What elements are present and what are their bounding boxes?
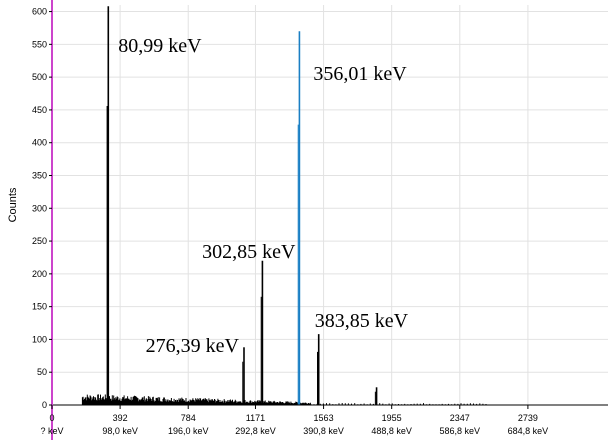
y-tick-label: 300 xyxy=(32,203,47,213)
peak-label: 80,99 keV xyxy=(118,35,202,57)
x-tick-channel-label: 0 xyxy=(49,413,54,423)
y-tick-labels: 0 50 100 150 200 250 300 350 400 450 500 550 600 xyxy=(32,7,52,410)
x-tick-energy-label: 292,8 keV xyxy=(235,426,276,436)
x-tick-energy-label: 488,8 keV xyxy=(371,426,412,436)
y-tick-label: 150 xyxy=(32,302,47,312)
x-tick-channel-label: 1955 xyxy=(382,413,402,423)
x-tick-energy-label: 98,0 keV xyxy=(102,426,138,436)
x-tick-energy-label: 196,0 keV xyxy=(168,426,209,436)
y-tick-label: 450 xyxy=(32,105,47,115)
y-tick-label: 600 xyxy=(32,7,47,17)
x-tick-channel-label: 1563 xyxy=(314,413,334,423)
background-continuum xyxy=(81,394,487,405)
grid-lines xyxy=(52,5,608,405)
peak-label: 356,01 keV xyxy=(313,63,407,85)
peak-label: 276,39 keV xyxy=(146,335,240,357)
x-tick-channel-label: 784 xyxy=(181,413,196,423)
y-tick-label: 0 xyxy=(42,400,47,410)
background-continuum-path xyxy=(81,394,311,405)
y-tick-label: 50 xyxy=(37,367,47,377)
y-tick-label: 400 xyxy=(32,138,47,148)
peak-labels: 80,99 keV 302,85 keV 356,01 keV 383,85 keV 2… xyxy=(118,35,408,357)
y-tick-label: 550 xyxy=(32,39,47,49)
x-tick-channel-label: 2739 xyxy=(518,413,538,423)
y-tick-label: 350 xyxy=(32,170,47,180)
y-tick-label: 200 xyxy=(32,269,47,279)
x-tick-channel-label: 1171 xyxy=(246,413,265,423)
x-tick-energy-label: 390,8 keV xyxy=(303,426,344,436)
y-tick-label: 500 xyxy=(32,72,47,82)
peak-label: 383,85 keV xyxy=(315,310,409,332)
x-tick-labels: 0 ? keV 392 98,0 keV 784 196,0 keV 1171 292,8 k… xyxy=(40,405,548,436)
y-tick-label: 100 xyxy=(32,334,47,344)
peaks xyxy=(106,6,378,405)
x-tick-channel-label: 2347 xyxy=(450,413,470,423)
peak-label: 302,85 keV xyxy=(202,241,296,263)
x-tick-energy-label: 586,8 keV xyxy=(440,426,481,436)
x-tick-channel-label: 392 xyxy=(113,413,128,423)
y-axis-title: Counts xyxy=(7,187,19,222)
x-tick-energy-label: ? keV xyxy=(40,426,63,436)
x-tick-energy-label: 684,8 keV xyxy=(508,426,549,436)
y-tick-label: 250 xyxy=(32,236,47,246)
